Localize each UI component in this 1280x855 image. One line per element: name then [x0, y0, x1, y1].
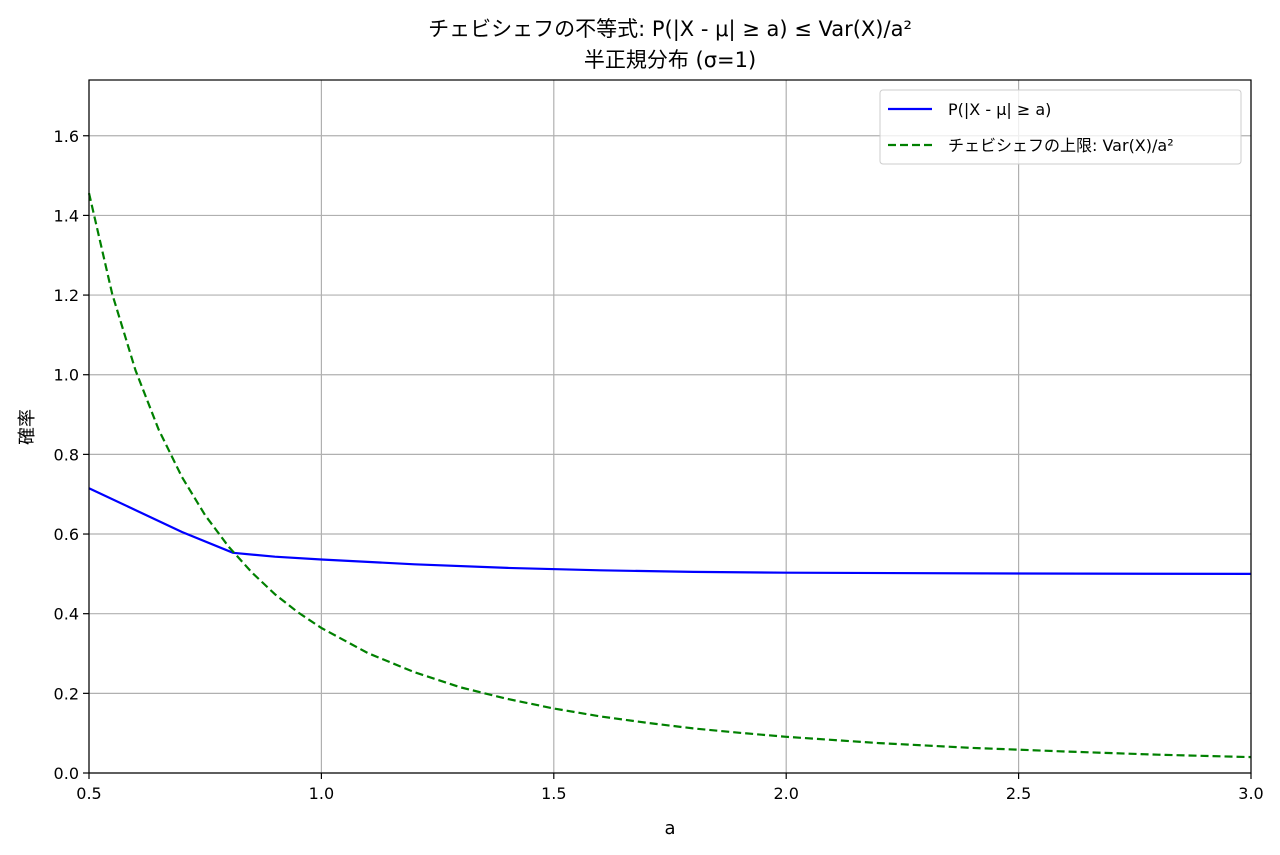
series-line-chebyshev-bound	[87, 192, 1252, 759]
y-axis-ticks: 0.0 0.2 0.4 0.6 0.8 1.0 1.2 1.4 1.6	[54, 127, 89, 783]
y-tick-label: 1.0	[54, 366, 79, 385]
y-tick-label: 1.2	[54, 286, 79, 305]
x-tick-label: 1.5	[541, 784, 566, 803]
legend-label-probability: P(|X - μ| ≥ a)	[948, 100, 1051, 119]
y-tick-label: 0.6	[54, 525, 79, 544]
y-tick-label: 0.2	[54, 684, 79, 703]
x-tick-label: 0.5	[76, 784, 101, 803]
y-tick-label: 1.6	[54, 127, 79, 146]
legend-label-chebyshev-bound: チェビシェフの上限: Var(X)/a²	[948, 136, 1174, 155]
legend: P(|X - μ| ≥ a) チェビシェフの上限: Var(X)/a²	[879, 89, 1242, 165]
x-tick-label: 1.0	[309, 784, 334, 803]
x-tick-label: 2.5	[1006, 784, 1031, 803]
plot-frame	[88, 79, 1252, 774]
chart-title: チェビシェフの不等式: P(|X - μ| ≥ a) ≤ Var(X)/a²	[428, 17, 912, 42]
x-axis-label: a	[664, 818, 675, 839]
legend-box	[879, 89, 1242, 165]
series-line-probability	[88, 487, 1252, 576]
y-tick-label: 0.0	[54, 764, 79, 783]
grid	[88, 80, 1252, 774]
chart-subtitle: 半正規分布 (σ=1)	[584, 48, 756, 72]
x-axis-ticks: 0.5 1.0 1.5 2.0 2.5 3.0	[76, 773, 1264, 803]
series-layer	[87, 192, 1252, 759]
x-tick-label: 2.0	[773, 784, 798, 803]
y-tick-label: 0.4	[54, 605, 79, 624]
y-axis-label: 確率	[17, 409, 38, 445]
y-tick-label: 0.8	[54, 445, 79, 464]
x-tick-label: 3.0	[1238, 784, 1263, 803]
y-tick-label: 1.4	[54, 206, 79, 225]
